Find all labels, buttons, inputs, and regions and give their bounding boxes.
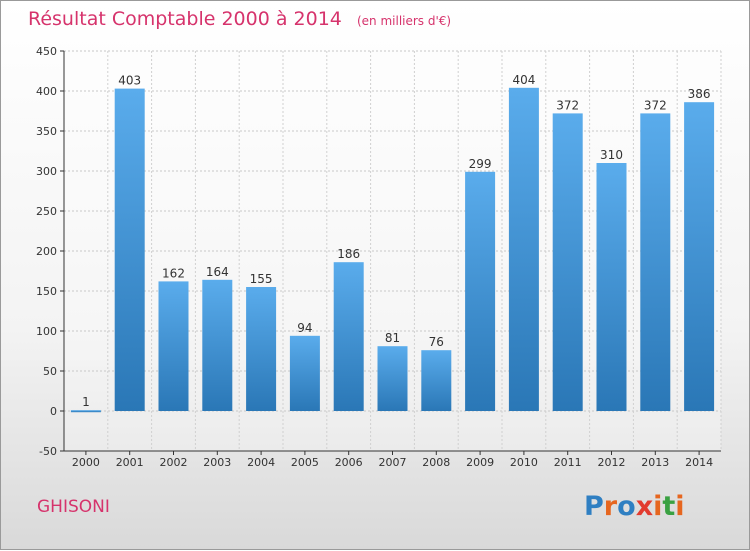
logo-letter: x — [635, 491, 654, 522]
data-label: 1 — [82, 395, 90, 409]
chart-title: Résultat Comptable 2000 à 2014 — [28, 8, 342, 30]
x-tick-label: 2014 — [685, 456, 713, 469]
x-tick-label: 2005 — [291, 456, 319, 469]
bar — [158, 281, 189, 411]
proxiti-logo: Proxiti — [584, 491, 685, 522]
logo-letter: i — [653, 491, 663, 522]
x-tick-label: 2008 — [422, 456, 450, 469]
chart-title-block: Résultat Comptable 2000 à 2014 (en milli… — [28, 8, 451, 30]
logo-letter: t — [662, 491, 676, 522]
y-tick-label: 200 — [36, 245, 57, 258]
data-label: 76 — [429, 335, 444, 349]
data-label: 403 — [118, 74, 141, 88]
logo-letter: r — [603, 491, 618, 522]
y-tick-label: 400 — [36, 85, 57, 98]
x-tick-label: 2002 — [160, 456, 188, 469]
y-tick-label: 300 — [36, 165, 57, 178]
y-tick-label: 100 — [36, 325, 57, 338]
logo-letter: o — [617, 491, 636, 522]
bar — [202, 279, 233, 411]
chart-subtitle: (en milliers d'€) — [356, 14, 452, 28]
bar — [640, 113, 671, 412]
data-label: 94 — [297, 321, 312, 335]
bar — [421, 350, 452, 411]
x-tick-label: 2010 — [510, 456, 538, 469]
y-tick-label: 0 — [50, 405, 57, 418]
bar — [596, 163, 627, 411]
bar — [333, 262, 364, 411]
bar — [465, 171, 496, 411]
data-label: 372 — [644, 98, 667, 112]
bar — [114, 88, 145, 411]
data-label: 386 — [688, 87, 711, 101]
bar — [552, 113, 583, 412]
x-tick-label: 2007 — [379, 456, 407, 469]
y-tick-label: 350 — [36, 125, 57, 138]
bar — [508, 87, 539, 412]
data-label: 186 — [337, 247, 360, 261]
x-tick-label: 2009 — [466, 456, 494, 469]
commune-name: GHISONI — [37, 497, 110, 517]
data-label: 299 — [469, 157, 492, 171]
data-label: 155 — [250, 272, 273, 286]
logo-letter: i — [675, 491, 685, 522]
data-label: 162 — [162, 266, 185, 280]
y-tick-label: -50 — [39, 445, 57, 458]
bar — [70, 410, 101, 413]
data-label: 164 — [206, 265, 229, 279]
bar — [289, 335, 320, 411]
data-label: 404 — [512, 73, 535, 87]
bar — [684, 102, 715, 411]
bar — [246, 287, 277, 411]
y-tick-label: 50 — [43, 365, 57, 378]
x-tick-label: 2000 — [72, 456, 100, 469]
y-tick-label: 250 — [36, 205, 57, 218]
data-label: 310 — [600, 148, 623, 162]
x-tick-label: 2011 — [554, 456, 582, 469]
x-tick-label: 2006 — [335, 456, 363, 469]
data-label: 372 — [556, 98, 579, 112]
bar — [377, 346, 408, 411]
y-tick-label: 450 — [36, 45, 57, 58]
y-tick-label: 150 — [36, 285, 57, 298]
x-tick-label: 2013 — [641, 456, 669, 469]
x-tick-label: 2001 — [116, 456, 144, 469]
logo-letter: P — [584, 491, 604, 522]
x-tick-label: 2003 — [203, 456, 231, 469]
x-tick-label: 2012 — [598, 456, 626, 469]
x-tick-label: 2004 — [247, 456, 275, 469]
data-label: 81 — [385, 331, 400, 345]
